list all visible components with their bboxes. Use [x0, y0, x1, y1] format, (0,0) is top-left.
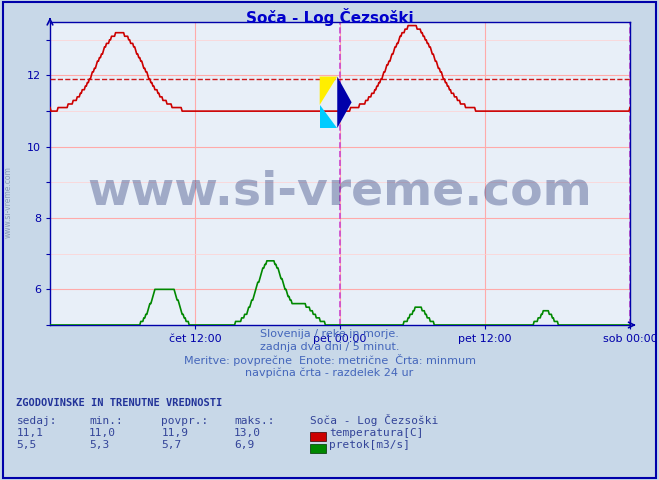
- Text: 11,9: 11,9: [161, 428, 188, 438]
- Text: Soča - Log Čezsoški: Soča - Log Čezsoški: [246, 8, 413, 26]
- Text: 6,9: 6,9: [234, 440, 254, 450]
- Text: www.si-vreme.com: www.si-vreme.com: [3, 166, 13, 238]
- Text: Soča - Log Čezsoški: Soča - Log Čezsoški: [310, 414, 438, 426]
- Text: 5,3: 5,3: [89, 440, 109, 450]
- Text: maks.:: maks.:: [234, 416, 274, 426]
- Text: www.si-vreme.com: www.si-vreme.com: [88, 169, 592, 214]
- Text: min.:: min.:: [89, 416, 123, 426]
- Text: pretok[m3/s]: pretok[m3/s]: [330, 440, 411, 450]
- Text: 11,1: 11,1: [16, 428, 43, 438]
- Text: sedaj:: sedaj:: [16, 416, 57, 426]
- Text: temperatura[C]: temperatura[C]: [330, 428, 424, 438]
- Text: 5,7: 5,7: [161, 440, 182, 450]
- Polygon shape: [320, 105, 337, 128]
- Text: zadnja dva dni / 5 minut.: zadnja dva dni / 5 minut.: [260, 342, 399, 351]
- Text: 11,0: 11,0: [89, 428, 116, 438]
- Text: povpr.:: povpr.:: [161, 416, 209, 426]
- Text: navpična črta - razdelek 24 ur: navpična črta - razdelek 24 ur: [245, 367, 414, 378]
- Text: ZGODOVINSKE IN TRENUTNE VREDNOSTI: ZGODOVINSKE IN TRENUTNE VREDNOSTI: [16, 397, 223, 408]
- Polygon shape: [320, 76, 337, 105]
- Text: 5,5: 5,5: [16, 440, 37, 450]
- Text: Slovenija / reke in morje.: Slovenija / reke in morje.: [260, 329, 399, 338]
- Polygon shape: [337, 76, 352, 128]
- Text: Meritve: povprečne  Enote: metrične  Črta: minmum: Meritve: povprečne Enote: metrične Črta:…: [183, 353, 476, 366]
- Text: 13,0: 13,0: [234, 428, 261, 438]
